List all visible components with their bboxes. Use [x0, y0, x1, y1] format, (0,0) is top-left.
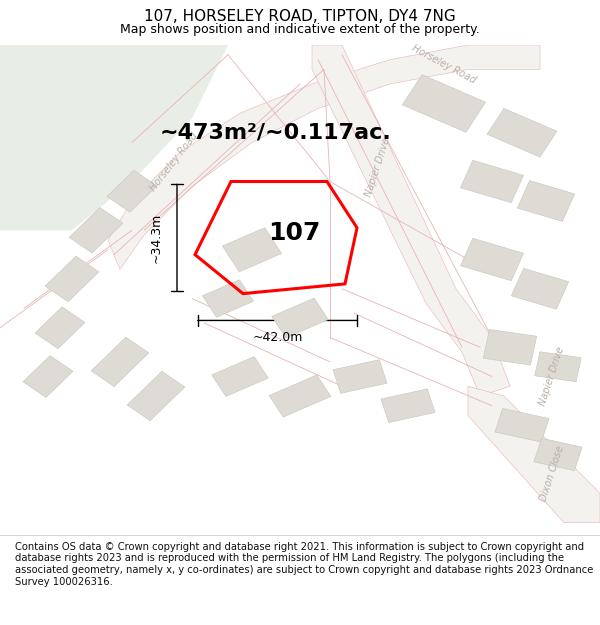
- Polygon shape: [535, 352, 581, 382]
- Text: ~473m²/~0.117ac.: ~473m²/~0.117ac.: [160, 122, 392, 142]
- Text: Map shows position and indicative extent of the property.: Map shows position and indicative extent…: [120, 23, 480, 36]
- Polygon shape: [460, 160, 524, 202]
- Polygon shape: [272, 298, 328, 338]
- Text: Horseley Road: Horseley Road: [410, 43, 478, 86]
- Text: Horseley Road: Horseley Road: [148, 131, 200, 193]
- Polygon shape: [495, 408, 549, 442]
- Polygon shape: [468, 386, 600, 522]
- Polygon shape: [381, 389, 435, 422]
- Polygon shape: [312, 45, 510, 396]
- Polygon shape: [108, 45, 540, 269]
- Polygon shape: [107, 171, 157, 212]
- Polygon shape: [23, 356, 73, 398]
- Text: Dixon Close: Dixon Close: [538, 445, 566, 503]
- Text: Contains OS data © Crown copyright and database right 2021. This information is : Contains OS data © Crown copyright and d…: [15, 542, 593, 586]
- Text: 107, HORSELEY ROAD, TIPTON, DY4 7NG: 107, HORSELEY ROAD, TIPTON, DY4 7NG: [144, 9, 456, 24]
- Polygon shape: [127, 371, 185, 421]
- Polygon shape: [202, 280, 254, 318]
- Text: ~34.3m: ~34.3m: [149, 213, 163, 262]
- Polygon shape: [269, 375, 331, 417]
- Polygon shape: [333, 359, 387, 393]
- Polygon shape: [91, 338, 149, 386]
- Polygon shape: [223, 228, 281, 272]
- Polygon shape: [212, 357, 268, 396]
- Text: Napier Drive: Napier Drive: [364, 136, 392, 198]
- Polygon shape: [483, 329, 537, 365]
- Text: Napier Drive: Napier Drive: [538, 346, 566, 408]
- Polygon shape: [35, 307, 85, 349]
- Polygon shape: [487, 108, 557, 157]
- Text: 107: 107: [268, 221, 320, 244]
- Polygon shape: [534, 438, 582, 471]
- Polygon shape: [517, 181, 575, 221]
- Polygon shape: [403, 75, 485, 132]
- Text: ~42.0m: ~42.0m: [253, 331, 303, 344]
- Polygon shape: [69, 208, 123, 253]
- Polygon shape: [511, 268, 569, 309]
- Polygon shape: [460, 238, 524, 281]
- Polygon shape: [45, 256, 99, 302]
- Polygon shape: [0, 45, 228, 230]
